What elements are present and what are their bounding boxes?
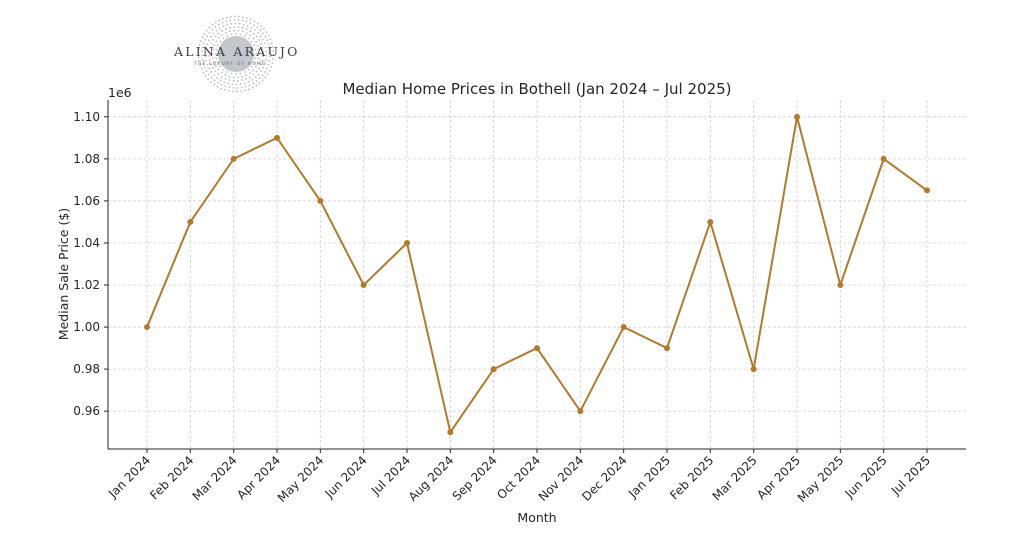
data-point: [577, 408, 584, 415]
x-tick-label: Feb 2024: [147, 453, 196, 502]
series: [144, 113, 930, 436]
x-tick-label: Jun 2024: [322, 453, 370, 501]
y-axis-offset-label: 1e6: [108, 85, 132, 100]
y-tick-label: 1.00: [73, 320, 100, 334]
x-tick-label: Jul 2025: [888, 453, 933, 498]
data-point: [534, 345, 540, 352]
x-tick-label: Feb 2025: [667, 453, 716, 502]
logo-emblem: [197, 15, 275, 93]
x-tick-label: Jan 2024: [105, 453, 153, 501]
data-point: [274, 134, 280, 141]
x-tick-label: Mar 2024: [190, 453, 240, 503]
y-tick-label: 1.02: [73, 278, 100, 292]
data-point: [404, 239, 410, 246]
data-point: [837, 282, 844, 289]
brand-logo: ALINA ARAUJO THE LUXURY OF HOME: [168, 14, 308, 94]
logo-tagline: THE LUXURY OF HOME: [194, 62, 267, 67]
y-ticks: 0.96 0.98 1.00 1.02 1.04 1.06 1.08 1.10: [73, 110, 108, 418]
data-point: [794, 113, 800, 120]
data-point: [664, 345, 670, 352]
data-point: [360, 282, 367, 289]
x-tick-label: Jun 2025: [842, 453, 890, 501]
data-point: [490, 366, 497, 373]
data-point: [707, 218, 714, 225]
y-axis-label: Median Sale Price ($): [56, 208, 71, 340]
data-point: [620, 324, 627, 331]
x-tick-label: Aug 2024: [406, 453, 457, 504]
x-tick-label: May 2024: [275, 453, 327, 505]
data-point: [187, 218, 194, 225]
series-line: [146, 116, 928, 435]
data-point: [144, 324, 150, 331]
logo-name: ALINA ARAUJO: [174, 44, 300, 59]
y-tick-label: 0.98: [73, 362, 100, 376]
y-tick-label: 1.10: [73, 110, 100, 124]
x-tick-label: Mar 2025: [710, 453, 760, 503]
data-point: [447, 429, 454, 436]
data-point: [230, 155, 237, 162]
chart-title: Median Home Prices in Bothell (Jan 2024 …: [342, 80, 731, 98]
x-tick-label: Jul 2024: [368, 453, 413, 498]
x-tick-label: Sep 2024: [450, 453, 500, 503]
y-tick-label: 0.96: [73, 404, 100, 418]
data-point: [880, 155, 887, 162]
x-tick-label: Dec 2024: [579, 453, 630, 504]
data-point: [317, 197, 324, 204]
y-tick-label: 1.08: [73, 152, 100, 166]
x-tick-label: Jan 2025: [625, 453, 673, 501]
grid: [108, 100, 966, 449]
y-tick-label: 1.06: [73, 194, 100, 208]
data-point: [750, 366, 757, 373]
y-tick-label: 1.04: [73, 236, 100, 250]
x-axis-label: Month: [517, 510, 556, 525]
x-tick-label: May 2025: [795, 453, 847, 505]
data-point: [924, 187, 930, 194]
x-tick-label: Nov 2024: [536, 453, 587, 504]
